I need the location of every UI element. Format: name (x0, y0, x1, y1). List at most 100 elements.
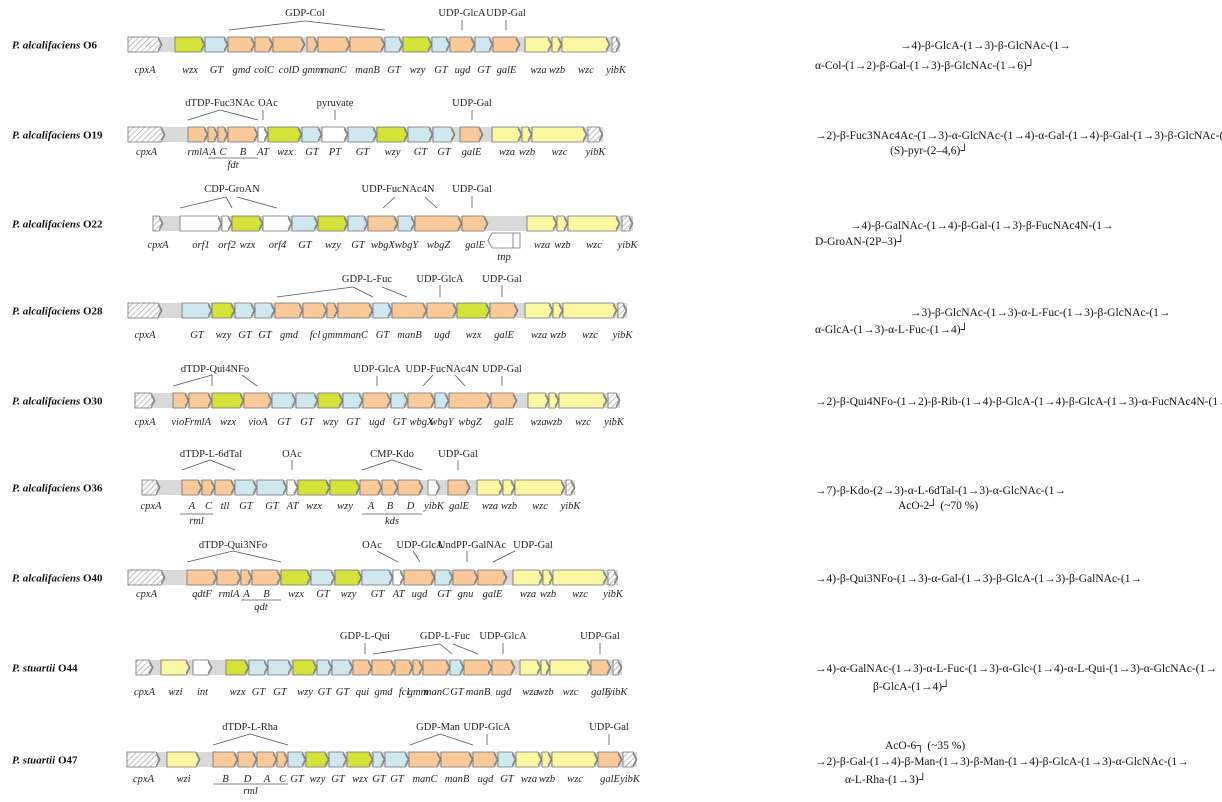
gene-direction-chevron (399, 571, 404, 584)
gene-label: D (406, 501, 415, 512)
gene-label: wzx (466, 330, 482, 341)
gene-arrow-wzy (211, 302, 236, 319)
gene-direction-chevron (345, 38, 350, 51)
gene-arrow-cpxA (127, 569, 166, 586)
strain-label: P. stuartii O44 (12, 663, 78, 675)
gene-label: wzi (168, 687, 182, 698)
gene-direction-chevron (297, 128, 302, 141)
gene-label: wzy (216, 330, 232, 341)
gene-arrow-wza (476, 479, 504, 496)
gene-direction-chevron (404, 753, 409, 766)
gene-direction-chevron (387, 304, 392, 317)
gene-arrow-gnu (452, 569, 479, 586)
gene-cluster-row-O30: P. alcalifaciens O30 cpxA vioF rmlA wzx vioA G… (12, 364, 625, 428)
gene-direction-chevron (203, 128, 208, 141)
species-name: P. alcalifaciens (12, 40, 83, 52)
gene-arrow-ugd (472, 751, 499, 768)
gene-arrow-GT (301, 126, 323, 143)
gene-arrow-gmd (371, 659, 396, 676)
gene-direction-chevron (227, 217, 232, 230)
precursor-annotation: dTDP-Qui3NFo (199, 540, 267, 551)
precursor-annotation: GDP-L-Fuc (420, 631, 471, 642)
gene-group-label: rml (189, 516, 204, 527)
gene-direction-chevron (230, 304, 235, 317)
gene-arrow-wzx (211, 392, 245, 409)
gene-arrow-orf2 (221, 215, 233, 232)
gene-direction-chevron (223, 128, 228, 141)
gene-label: orf2 (218, 240, 236, 251)
gene-arrow-gmd (227, 36, 256, 53)
gene-label: GT (393, 417, 408, 428)
gene-arrow-wzb (521, 126, 533, 143)
gene-arrow-cpxA (135, 659, 154, 676)
gene-direction-chevron (239, 394, 244, 407)
gene-label: galE (449, 501, 469, 512)
strain-label: P. alcalifaciens O28 (12, 306, 103, 318)
gene-label: GT (318, 687, 333, 698)
gene-label: GT (190, 330, 205, 341)
gene-label: wzx (277, 147, 293, 158)
annotation-connector-line (391, 459, 423, 471)
gene-label: manC (424, 687, 450, 698)
gene-arrow-manC (317, 36, 351, 53)
gene-label: C (205, 501, 213, 512)
precursor-annotation: UDP-Gal (482, 364, 522, 375)
annotation-connector-line (352, 286, 374, 298)
gene-label: AT (392, 589, 406, 600)
gene-label: GT (331, 774, 346, 785)
gene-direction-chevron (217, 217, 222, 230)
gene-arrow-tnp (487, 232, 521, 249)
annotation-connector-line (212, 733, 251, 746)
gene-label: wbgZ (427, 240, 451, 251)
gene-direction-chevron (448, 571, 453, 584)
gene-arrow-wzx (231, 215, 264, 232)
o-antigen-structure-line: →4)-β-Qui3NFo-(1→3)-α-Gal-(1→3)-β-GlcA-(… (815, 573, 1142, 585)
gene-label: GT (336, 687, 351, 698)
gene-label: qui (356, 687, 370, 698)
gene-direction-chevron (602, 571, 607, 584)
gene-direction-chevron (200, 38, 205, 51)
gene-label: gmd (280, 330, 299, 341)
gene-label: GT (414, 147, 429, 158)
gene-direction-chevron (428, 128, 433, 141)
gene-arrow-GT (497, 751, 517, 768)
gene-direction-chevron (510, 661, 515, 674)
gene-arrow-GT (384, 751, 410, 768)
gene-label: gnu (458, 589, 474, 600)
gene-arrow-yibK (617, 302, 628, 319)
gene-arrow-GT (431, 36, 451, 53)
gene-arrow-B (227, 126, 259, 143)
annotation-connector-line (249, 733, 289, 746)
gene-direction-chevron (283, 753, 288, 766)
gene-direction-chevron (605, 38, 610, 51)
gene-arrow-GT (432, 126, 456, 143)
gene-label: wzb (539, 774, 555, 785)
annotation-connector-line (228, 20, 306, 31)
gene-arrow-wzx (346, 751, 374, 768)
gene-direction-chevron (563, 217, 568, 230)
precursor-annotation: UDP-Gal (438, 449, 478, 460)
gene-arrow-fcl (394, 659, 414, 676)
serotype: O28 (83, 306, 103, 318)
gene-arrow-GT (295, 392, 319, 409)
gene-direction-chevron (358, 394, 363, 407)
gene-direction-chevron (498, 481, 503, 494)
gene-label: GT (376, 330, 391, 341)
gene-direction-chevron (487, 661, 492, 674)
gene-direction-chevron (445, 38, 450, 51)
annotation-connector-line (452, 643, 479, 655)
gene-arrow-GT (316, 659, 333, 676)
gene-arrow-wzx (174, 36, 206, 53)
gene-arrow-wbgY (397, 215, 416, 232)
gene-arrow-wzy (317, 215, 349, 232)
gene-arrow-ugd (449, 36, 476, 53)
gene-label: rmlA (190, 417, 212, 428)
gene-direction-chevron (268, 38, 273, 51)
precursor-annotation: OAc (282, 449, 302, 460)
precursor-annotation: GDP-Man (416, 722, 460, 733)
gene-label: orf4 (269, 240, 287, 251)
gene-direction-chevron (338, 394, 343, 407)
gene-arrow-GT (204, 36, 229, 53)
gene-label: wza (482, 501, 498, 512)
